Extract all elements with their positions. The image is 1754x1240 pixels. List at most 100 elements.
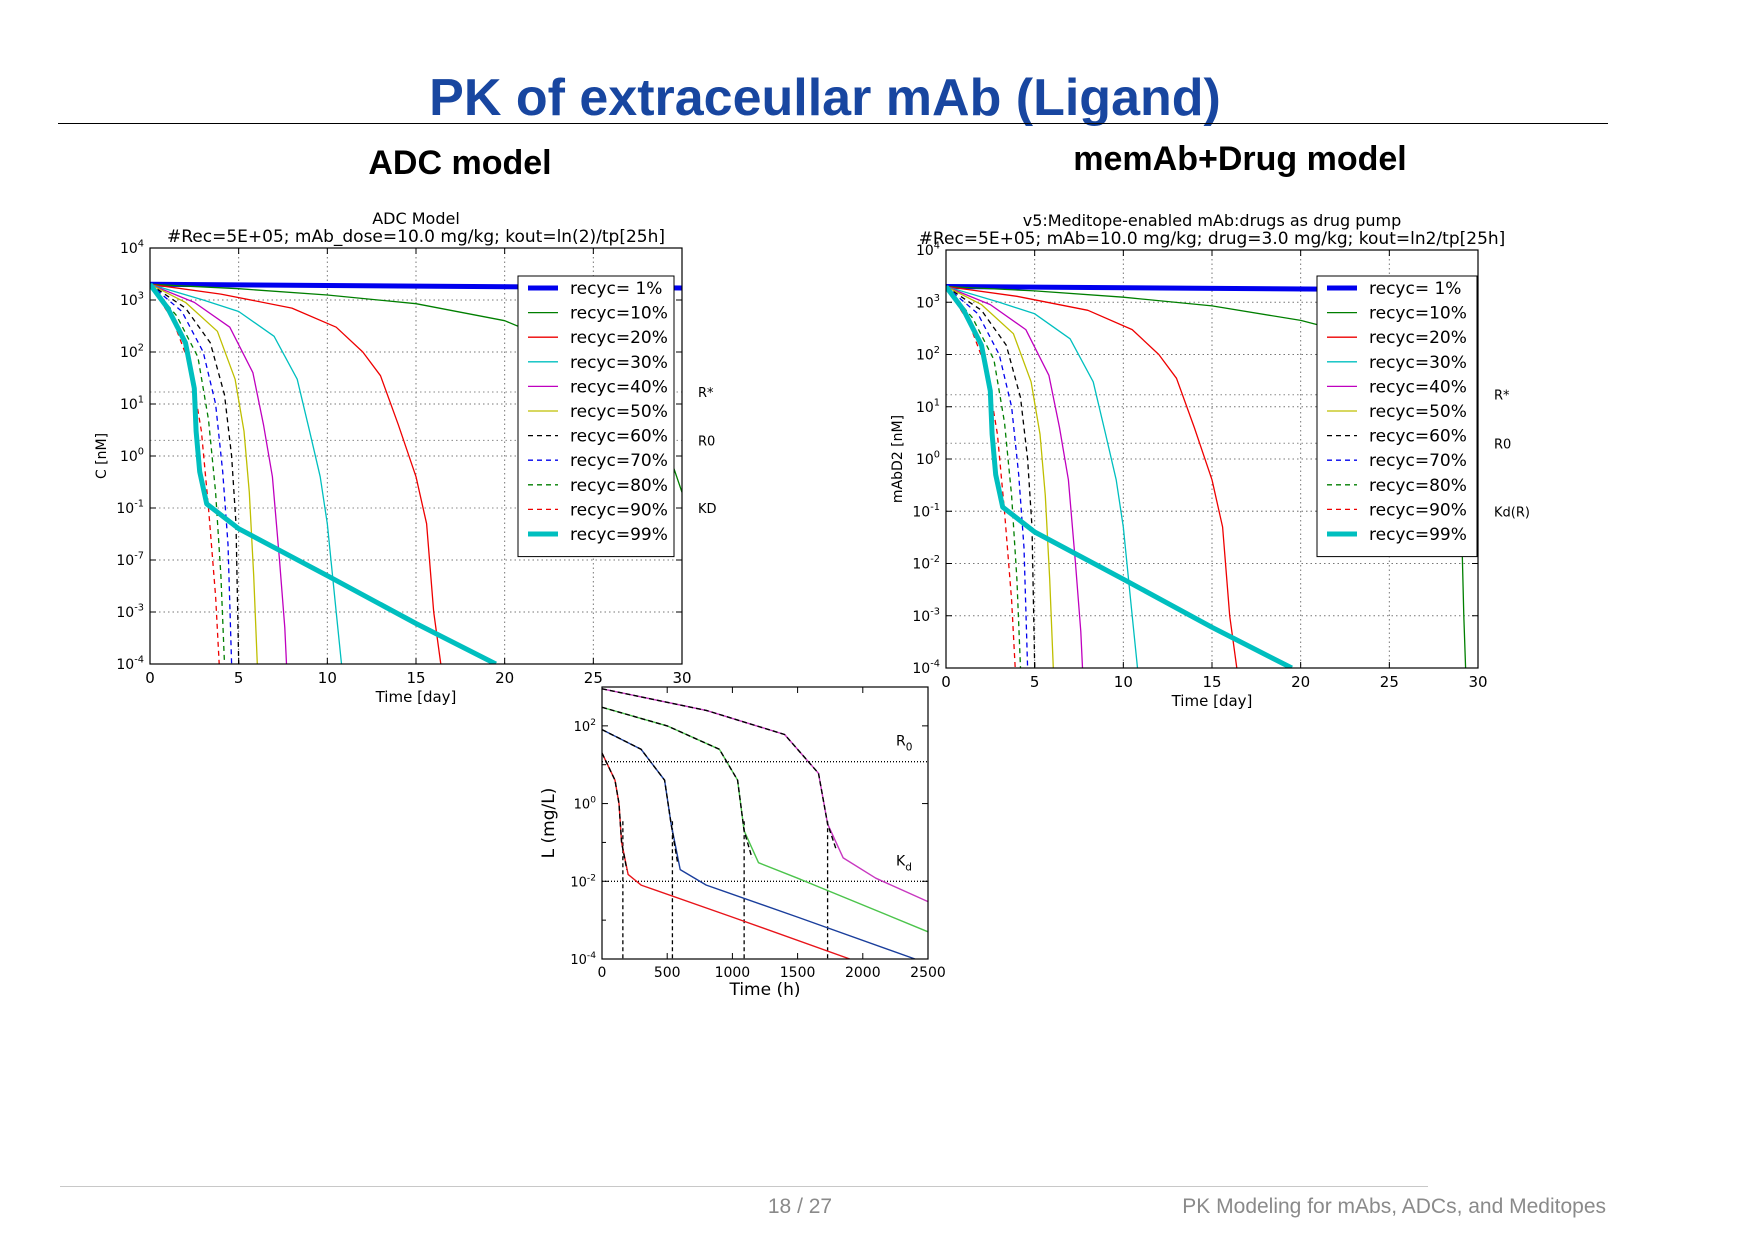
- y-axis-label: L (mg/L): [539, 788, 559, 859]
- legend-box: [517, 275, 675, 558]
- series-line-5: [946, 285, 1084, 668]
- series-line-8: [946, 286, 1029, 668]
- memab-model-heading: memAb+Drug model: [1073, 140, 1407, 178]
- legend-label: recyc=90%: [1369, 500, 1467, 520]
- ligand-concentration-chart: R0 Kd 0 500 1000 1500 2000 2500 10-4 10-2 100 102 Ti…: [539, 686, 946, 1000]
- y-tick-label: 10-1: [116, 499, 144, 517]
- legend-label: recyc=80%: [1369, 476, 1467, 496]
- reference-line-label: R0: [698, 434, 715, 449]
- x-tick-label: 0: [598, 965, 607, 981]
- chart-title: v5:Meditope-enabled mAb:drugs as drug pu…: [1023, 211, 1402, 230]
- reference-line-label: R*: [1494, 389, 1510, 404]
- series-line-2: [602, 728, 916, 959]
- legend-box: [1316, 275, 1478, 558]
- chart-subtitle: #Rec=5E+05; mAb_dose=10.0 mg/kg; kout=ln…: [167, 227, 665, 247]
- title-divider: [58, 123, 1608, 124]
- plot-frame: [601, 686, 929, 960]
- series-line-8: [150, 283, 233, 664]
- legend-label: recyc=99%: [1369, 525, 1467, 545]
- legend-label: recyc=50%: [1369, 402, 1467, 422]
- reference-line-label: R0: [896, 734, 912, 754]
- legend-label: recyc= 1%: [570, 279, 662, 299]
- x-tick-label: 30: [672, 669, 691, 687]
- series-line-3: [946, 285, 1238, 668]
- footer-presentation-title: PK Modeling for mAbs, ADCs, and Meditope…: [1182, 1195, 1606, 1218]
- x-tick-label: 0: [145, 669, 155, 687]
- x-tick-label: 25: [1380, 673, 1399, 691]
- series-line-10: [150, 283, 220, 664]
- chart-subtitle: #Rec=5E+05; mAb=10.0 mg/kg; drug=3.0 mg/…: [919, 229, 1506, 249]
- x-tick-label: 25: [584, 669, 603, 687]
- y-tick-label: 104: [916, 241, 940, 259]
- series-line-11: [946, 285, 1293, 668]
- memab-drug-model-chart: R* R0 Kd(R) 0 5 10 15 20 25 30 10-4 10-3 10-2 10-1 100…: [890, 211, 1530, 710]
- series-line-6: [150, 283, 258, 664]
- x-tick-label: 2000: [845, 965, 881, 981]
- y-axis-label: C [nM]: [94, 433, 110, 479]
- y-tick-label: 10-1: [912, 502, 940, 520]
- legend-label: recyc=10%: [570, 304, 668, 324]
- series-line-4: [150, 283, 343, 664]
- series-line-6: [946, 285, 1054, 668]
- y-axis-label: mAbD2 [nM]: [890, 415, 906, 503]
- x-tick-label: 15: [406, 669, 425, 687]
- legend-label: recyc=99%: [570, 525, 668, 545]
- x-axis-label: Time (h): [728, 980, 800, 1000]
- series-line-8: [602, 688, 838, 852]
- x-tick-label: 500: [654, 965, 681, 981]
- x-tick-label: 20: [1291, 673, 1310, 691]
- series-line-3: [150, 283, 442, 664]
- y-tick-label: 103: [916, 293, 940, 311]
- legend-label: recyc=40%: [1369, 377, 1467, 397]
- legend-label: recyc=40%: [570, 377, 668, 397]
- legend-label: recyc=30%: [570, 353, 668, 373]
- adc-model-heading: ADC model: [368, 144, 552, 182]
- x-tick-label: 15: [1202, 673, 1221, 691]
- y-tick-label: 10-4: [570, 951, 596, 968]
- series-line-5: [602, 752, 628, 870]
- series-line-7: [602, 706, 753, 859]
- series-line-11: [150, 282, 497, 664]
- legend-label: recyc=50%: [570, 402, 668, 422]
- series-line-1: [602, 752, 851, 959]
- x-tick-label: 20: [495, 669, 514, 687]
- y-tick-label: 102: [120, 343, 144, 361]
- legend-label: recyc=70%: [570, 451, 668, 471]
- series-line-9: [150, 283, 226, 664]
- reference-line-label: KD: [698, 502, 717, 517]
- legend-label: recyc=90%: [570, 500, 668, 520]
- legend-label: recyc=80%: [570, 476, 668, 496]
- series-line-9: [946, 286, 1022, 668]
- reference-line-label: R*: [698, 386, 714, 401]
- y-tick-label: 10-4: [116, 655, 144, 673]
- reference-line-label: R0: [1494, 437, 1511, 452]
- adc-model-chart: R* R0 KD 0 5 10 15 20 25 30 10-4 10-3 10-7 10-1 100 101…: [94, 209, 717, 706]
- y-tick-label: 100: [574, 796, 597, 813]
- y-tick-label: 100: [120, 447, 144, 465]
- y-tick-label: 10-2: [912, 554, 940, 572]
- chart-title: ADC Model: [372, 209, 460, 228]
- slide-title: PK of extraceullar mAb (Ligand): [429, 69, 1221, 127]
- y-tick-label: 10-3: [116, 603, 144, 621]
- x-tick-label: 1000: [715, 965, 751, 981]
- x-tick-label: 10: [1114, 673, 1133, 691]
- legend-label: recyc=60%: [570, 427, 668, 447]
- y-tick-label: 102: [574, 718, 596, 735]
- y-tick-label: 102: [916, 345, 940, 363]
- page-number: 18 / 27: [767, 1195, 833, 1218]
- legend-label: recyc=70%: [1369, 451, 1467, 471]
- legend-label: recyc=10%: [1369, 304, 1467, 324]
- y-tick-label: 10-3: [912, 606, 940, 624]
- legend-label: recyc= 1%: [1369, 279, 1461, 299]
- y-tick-label: 101: [120, 395, 144, 413]
- x-tick-label: 2500: [910, 965, 946, 981]
- x-tick-label: 30: [1468, 673, 1487, 691]
- x-tick-label: 5: [234, 669, 244, 687]
- y-tick-label: 104: [120, 239, 144, 257]
- legend-label: recyc=30%: [1369, 353, 1467, 373]
- series-line-6: [602, 728, 679, 863]
- legend-label: recyc=60%: [1369, 427, 1467, 447]
- x-tick-label: 10: [318, 669, 337, 687]
- series-line-4: [946, 285, 1139, 668]
- series-line-5: [150, 283, 288, 664]
